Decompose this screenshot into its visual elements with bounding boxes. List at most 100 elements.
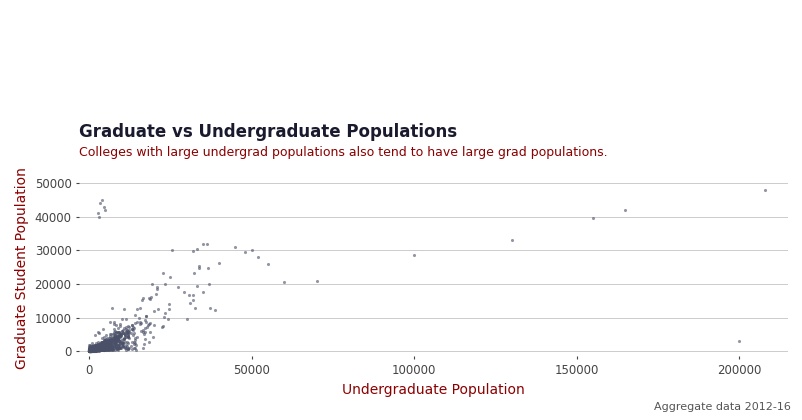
Point	[88, 345, 101, 352]
Point	[92, 341, 105, 348]
Point	[89, 344, 102, 351]
Point	[125, 321, 138, 328]
Point	[95, 341, 108, 347]
Point	[113, 334, 126, 341]
Point	[88, 345, 101, 352]
Point	[98, 334, 111, 341]
Point	[94, 345, 107, 352]
Point	[85, 346, 98, 353]
Point	[107, 340, 120, 346]
Point	[95, 343, 107, 349]
Point	[86, 346, 99, 352]
Point	[118, 339, 131, 346]
Point	[87, 342, 99, 349]
Point	[92, 342, 105, 349]
Point	[119, 333, 132, 340]
Point	[96, 339, 109, 345]
Point	[123, 323, 136, 330]
Point	[90, 343, 103, 349]
Point	[144, 296, 156, 303]
Point	[86, 345, 99, 352]
Point	[94, 343, 107, 349]
Point	[92, 329, 105, 336]
Point	[88, 344, 101, 351]
Point	[106, 345, 119, 352]
Point	[99, 338, 111, 344]
Point	[112, 334, 125, 341]
Point	[90, 341, 103, 348]
Point	[87, 345, 99, 352]
Point	[95, 340, 107, 347]
Point	[111, 325, 124, 331]
Point	[83, 342, 96, 349]
Point	[86, 346, 99, 353]
Point	[90, 345, 103, 352]
Point	[95, 335, 108, 341]
Point	[96, 344, 109, 351]
Point	[94, 342, 107, 349]
Point	[116, 338, 129, 345]
Point	[94, 346, 107, 353]
Point	[87, 345, 99, 352]
Point	[407, 252, 420, 259]
Point	[86, 346, 99, 353]
Point	[83, 346, 96, 353]
Point	[111, 336, 124, 343]
Point	[91, 346, 103, 353]
Point	[85, 346, 98, 353]
Point	[85, 347, 98, 354]
Point	[132, 315, 145, 321]
Point	[105, 346, 118, 353]
Point	[85, 347, 98, 354]
Point	[89, 344, 102, 350]
Point	[88, 346, 101, 353]
Point	[87, 346, 99, 352]
Point	[187, 269, 200, 276]
Point	[89, 332, 102, 339]
Point	[91, 345, 103, 352]
Point	[95, 345, 107, 352]
Point	[92, 343, 105, 349]
Point	[105, 342, 118, 349]
Point	[139, 317, 152, 324]
Point	[88, 346, 101, 353]
Point	[83, 346, 96, 353]
Point	[128, 320, 140, 327]
Point	[88, 345, 101, 352]
Point	[85, 348, 98, 354]
Point	[84, 346, 97, 352]
Point	[130, 319, 143, 326]
Point	[87, 347, 99, 354]
Point	[97, 339, 110, 346]
Point	[103, 335, 115, 342]
Point	[106, 330, 119, 337]
Point	[87, 346, 99, 353]
Point	[88, 346, 101, 353]
Point	[119, 329, 132, 336]
Point	[88, 343, 101, 350]
Point	[107, 343, 120, 350]
Point	[95, 344, 107, 351]
Point	[187, 248, 200, 255]
Point	[84, 346, 97, 353]
Point	[261, 260, 273, 267]
Point	[83, 348, 96, 354]
Point	[112, 329, 125, 336]
Point	[91, 343, 104, 350]
Point	[100, 340, 113, 347]
Point	[83, 347, 95, 354]
Point	[585, 215, 598, 222]
Point	[192, 262, 205, 269]
Point	[92, 341, 105, 348]
Point	[107, 338, 120, 345]
Point	[112, 331, 125, 337]
Point	[93, 343, 106, 350]
Point	[103, 336, 116, 343]
Point	[103, 337, 116, 344]
Point	[94, 345, 107, 352]
Point	[88, 344, 101, 351]
Point	[83, 347, 96, 354]
Point	[104, 343, 117, 350]
Point	[111, 338, 124, 345]
Point	[83, 348, 96, 354]
